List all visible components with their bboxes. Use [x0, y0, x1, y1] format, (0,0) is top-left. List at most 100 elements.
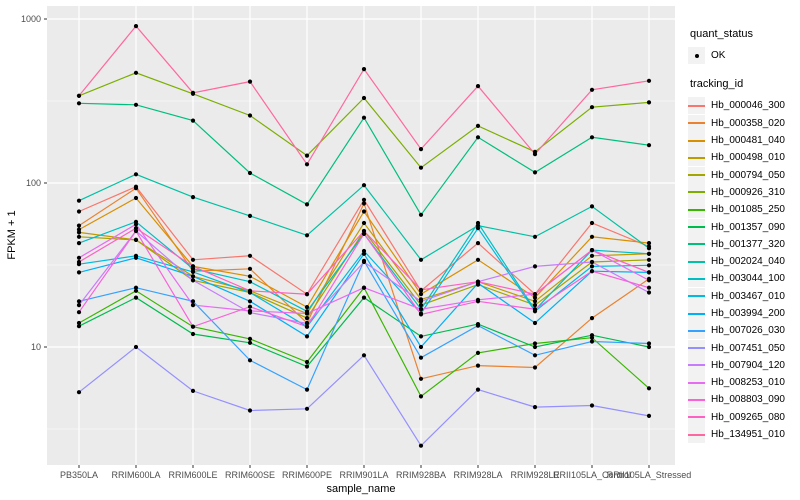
point-Hb_003467_010 [475, 226, 481, 231]
point-Hb_001377_320 [646, 143, 652, 148]
legend-color-line-icon [688, 312, 705, 315]
point-Hb_001357_090 [646, 344, 652, 350]
point-Hb_001377_320 [361, 115, 367, 120]
legend-item-Hb_003994_200: Hb_003994_200 [688, 305, 800, 322]
legend-color-line-icon [688, 416, 705, 419]
legend-key-box [688, 166, 705, 184]
point-Hb_001377_320 [133, 102, 139, 107]
point-Hb_008803_090 [76, 310, 82, 315]
legend-key-box [688, 356, 705, 374]
legend-color-line-icon [688, 139, 705, 142]
legend-item-Hb_008803_090: Hb_008803_090 [688, 391, 800, 409]
point-Hb_000046_300 [76, 209, 82, 214]
legend-item-Hb_008253_010: Hb_008253_010 [688, 374, 800, 392]
legend-key-box [688, 114, 705, 132]
point-Hb_000794_050 [133, 237, 139, 242]
legend-item-label: Hb_001377_320 [711, 238, 785, 250]
point-Hb_000926_310 [247, 113, 253, 118]
point-Hb_001085_250 [133, 288, 139, 293]
point-Hb_000481_040 [532, 295, 538, 300]
legend-color-line-icon [688, 433, 705, 436]
x-tick-label: RRIM928BA [396, 470, 446, 480]
legend-item-ok: OK [688, 47, 800, 65]
point-Hb_007026_030 [247, 358, 253, 363]
point-Hb_000498_010 [589, 253, 595, 258]
point-Hb_134951_010 [247, 79, 253, 84]
legend-key-box [688, 201, 705, 219]
point-Hb_000926_310 [304, 153, 310, 158]
legend-item-label: Hb_001357_090 [711, 221, 785, 233]
point-Hb_007904_120 [361, 259, 367, 265]
legend-item-label: Hb_000498_010 [711, 152, 785, 164]
legend-item-Hb_001357_090: Hb_001357_090 [688, 218, 800, 236]
legend-key-box [688, 97, 705, 115]
point-Hb_000481_040 [133, 195, 139, 201]
point-Hb_134951_010 [646, 78, 652, 83]
legend-key-box [688, 426, 705, 444]
legend-key-box [688, 374, 705, 392]
point-Hb_007451_050 [76, 390, 82, 395]
legend-item-label: Hb_000481_040 [711, 135, 785, 147]
point-Hb_008803_090 [304, 324, 310, 329]
point-Hb_009265_080 [532, 292, 538, 297]
point-Hb_009265_080 [589, 248, 595, 253]
point-Hb_000046_300 [475, 241, 481, 246]
legend-item-label: Hb_003994_200 [711, 308, 785, 319]
point-Hb_007026_030 [475, 323, 481, 328]
legend-color-line-icon [688, 398, 705, 401]
point-Hb_134951_010 [361, 67, 367, 72]
legend-key-box [688, 339, 705, 357]
x-tick-label: PB350LA [60, 470, 98, 480]
legend-item-label: Hb_007904_120 [711, 359, 785, 371]
point-Hb_001357_090 [133, 295, 139, 300]
point-Hb_001085_250 [646, 386, 652, 391]
point-Hb_007451_050 [532, 405, 538, 410]
legend-item-label: Hb_008803_090 [711, 394, 785, 406]
legend-item-label: Hb_134951_010 [711, 429, 785, 441]
legend-item-label: Hb_007026_030 [711, 325, 785, 337]
point-Hb_002024_040 [304, 233, 310, 238]
legend-tracking-id: tracking_id Hb_000046_300 Hb_000358_020 Hb… [688, 78, 800, 444]
point-Hb_003994_200 [304, 334, 310, 339]
point-Hb_003994_200 [190, 274, 196, 279]
point-Hb_001377_320 [247, 170, 253, 176]
legend-color-line-icon [688, 260, 705, 263]
x-tick-label: RRII105LA_Control [553, 470, 631, 480]
point-Hb_007904_120 [589, 259, 595, 265]
point-Hb_000926_310 [646, 100, 652, 105]
point-Hb_001085_250 [532, 341, 538, 346]
legend-key-box [688, 270, 705, 288]
legend-item-Hb_001085_250: Hb_001085_250 [688, 201, 800, 219]
point-Hb_008253_010 [133, 222, 139, 227]
point-Hb_001357_090 [304, 364, 310, 369]
point-Hb_009265_080 [646, 270, 652, 275]
point-Hb_000926_310 [418, 165, 424, 170]
point-Hb_000498_010 [532, 299, 538, 304]
legend-item-Hb_000794_050: Hb_000794_050 [688, 166, 800, 184]
point-Hb_001357_090 [190, 331, 196, 337]
legend-color-line-icon [688, 104, 705, 107]
legend-item-Hb_000046_300: Hb_000046_300 [688, 97, 800, 115]
point-Hb_007451_050 [361, 353, 367, 358]
point-Hb_002024_040 [190, 195, 196, 200]
point-Hb_007451_050 [133, 344, 139, 350]
legend-item-Hb_003044_100: Hb_003044_100 [688, 270, 800, 288]
legend-color-line-icon [688, 329, 705, 332]
legend-key-box [688, 235, 705, 253]
x-tick-label: RRIM901LA [339, 470, 388, 480]
point-Hb_000794_050 [418, 303, 424, 308]
point-Hb_002024_040 [532, 234, 538, 239]
legend-item-Hb_000926_310: Hb_000926_310 [688, 183, 800, 201]
point-Hb_000358_020 [247, 266, 253, 271]
point-Hb_001377_320 [532, 170, 538, 175]
point-Hb_000481_040 [646, 241, 652, 246]
legend-item-label: Hb_000926_310 [711, 186, 785, 198]
point-Hb_002024_040 [646, 246, 652, 251]
point-Hb_009265_080 [190, 264, 196, 269]
point-Hb_001377_320 [589, 135, 595, 140]
point-Hb_000794_050 [304, 316, 310, 321]
point-Hb_001357_090 [247, 340, 253, 345]
legend-item-label: Hb_000358_020 [711, 117, 785, 129]
point-Hb_000046_300 [589, 220, 595, 226]
legend-item-label: Hb_008253_010 [711, 377, 785, 389]
